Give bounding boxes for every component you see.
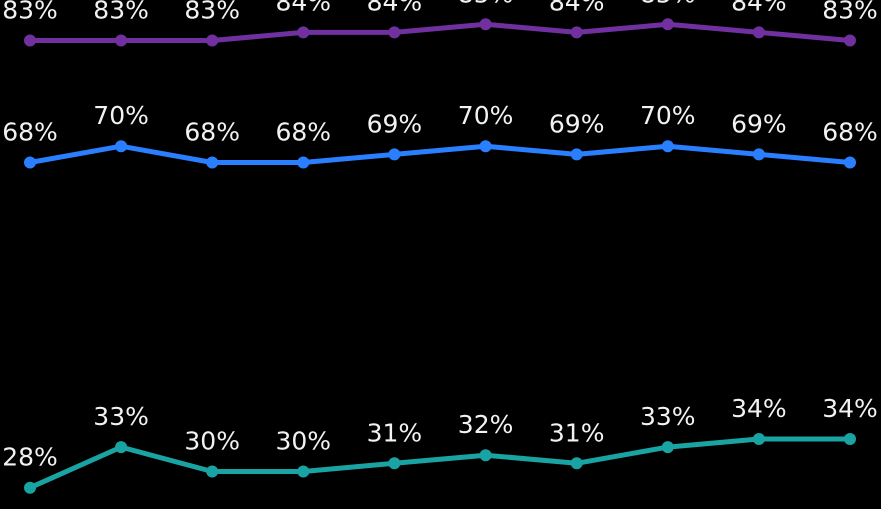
data-label: 68% [822,118,878,147]
data-point [479,449,492,462]
data-point [297,156,310,169]
data-point [24,156,36,169]
data-point [479,140,492,153]
data-label: 68% [276,118,332,147]
data-point [115,441,128,454]
data-label: 84% [731,0,787,16]
data-point [570,457,583,470]
data-point [297,26,310,39]
data-point [388,26,401,39]
data-label: 33% [640,402,696,431]
data-label: 83% [93,0,149,25]
series-1: 83% 83% 83% 84% 84% 85% 84% 85% 84% 83% [2,0,878,47]
data-point [752,148,765,161]
data-point [24,34,36,47]
data-label: 68% [184,118,240,147]
data-point [570,148,583,161]
data-label: 69% [549,109,605,138]
data-label: 69% [367,109,423,138]
data-point [752,433,765,445]
data-label: 33% [93,402,149,431]
data-point [115,140,128,153]
data-point [844,156,856,169]
data-label: 68% [2,118,58,147]
series-3: 28% 33% 30% 30% 31% 32% 31% 33% 34% 34% [2,394,878,494]
data-label: 83% [822,0,878,25]
series-1-line [27,21,853,43]
data-point [661,18,674,31]
data-point [297,465,310,478]
series-2-line [27,143,853,165]
data-label: 32% [458,410,514,439]
data-point [570,26,583,39]
data-label: 31% [367,418,423,447]
data-point [206,156,219,169]
data-point [661,140,674,153]
data-point [206,465,219,478]
data-point [206,34,219,47]
data-label: 83% [2,0,58,25]
data-point [115,34,128,47]
data-label: 30% [184,427,240,456]
data-label: 34% [731,394,787,423]
data-point [752,26,765,39]
data-label: 28% [2,443,58,472]
data-point [24,481,36,494]
data-label: 84% [367,0,423,16]
data-label: 31% [549,418,605,447]
data-label: 85% [640,0,696,8]
series-2: 68% 70% 68% 68% 69% 70% 69% 70% 69% 68% [2,101,878,169]
data-label: 70% [640,101,696,130]
data-label: 70% [458,101,514,130]
data-label: 84% [549,0,605,16]
data-label: 69% [731,109,787,138]
data-point [844,433,856,445]
data-label: 83% [184,0,240,25]
series-3-line [27,436,853,491]
data-label: 70% [93,101,149,130]
data-point [661,441,674,454]
data-label: 30% [276,427,332,456]
data-point [479,18,492,31]
data-point [844,34,856,47]
data-point [388,148,401,161]
data-label: 84% [276,0,332,16]
data-label: 34% [822,394,878,423]
data-point [388,457,401,470]
data-label: 85% [458,0,514,8]
